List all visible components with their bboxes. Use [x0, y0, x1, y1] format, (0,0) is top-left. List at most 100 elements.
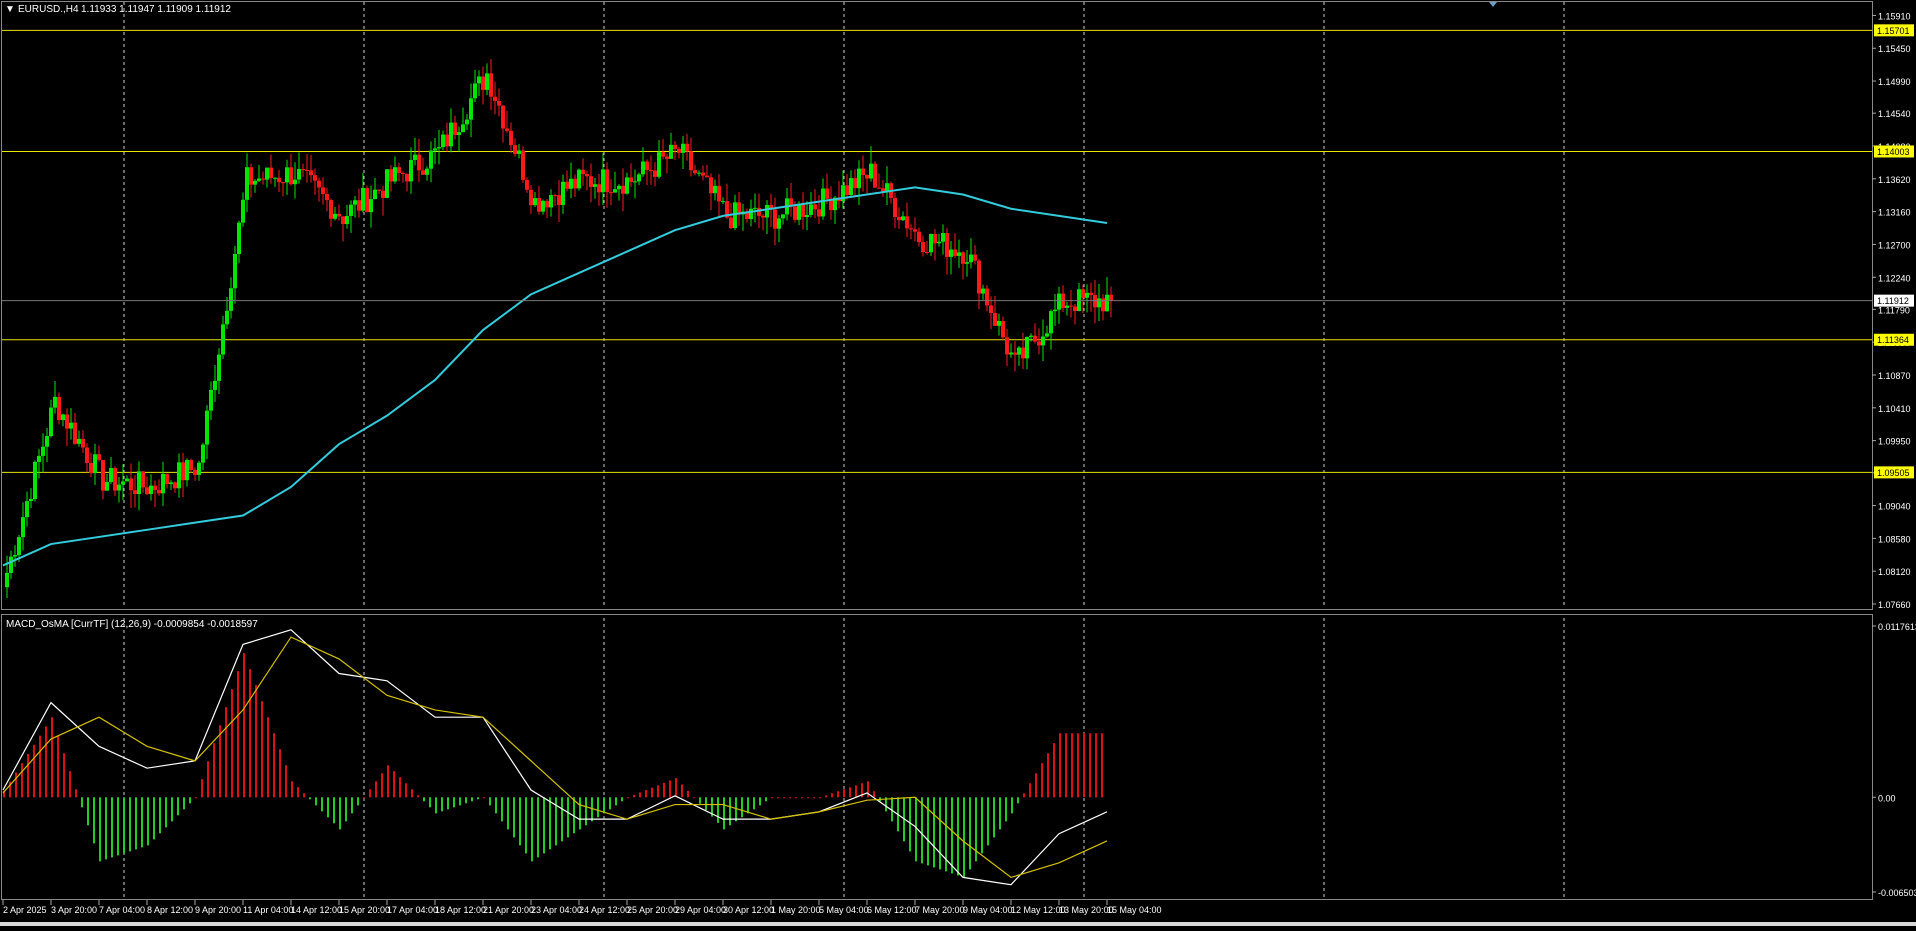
candle — [205, 405, 209, 460]
level-price-badge — [1874, 333, 1914, 346]
symbol-timeframe: EURUSD.,H4 — [18, 4, 79, 15]
candle — [73, 413, 77, 445]
candle — [677, 146, 681, 159]
histogram-bar — [825, 795, 827, 798]
price-tick-label: 1.12240 — [1878, 273, 1911, 283]
histogram-bar — [231, 689, 233, 798]
histogram-bar — [381, 773, 383, 798]
histogram-bar — [51, 717, 53, 798]
histogram-bar — [429, 797, 431, 808]
candle — [773, 197, 777, 246]
histogram-bar — [273, 733, 275, 798]
candle — [177, 453, 181, 498]
histogram-bar — [159, 797, 161, 834]
time-tick-label: 1 May 20:00 — [771, 905, 821, 915]
histogram-bar — [57, 735, 59, 798]
candle — [201, 442, 205, 471]
histogram-bar — [801, 797, 803, 799]
histogram-bar — [423, 797, 425, 802]
candle — [633, 169, 637, 199]
candle — [1081, 284, 1085, 314]
histogram-bar — [765, 797, 767, 802]
candle — [877, 173, 881, 189]
candle — [825, 173, 829, 205]
time-tick-label: 15 Apr 20:00 — [339, 905, 390, 915]
candle — [1109, 286, 1113, 318]
histogram-bar — [207, 761, 209, 798]
histogram-bar — [303, 793, 305, 798]
histogram-bar — [1011, 797, 1013, 814]
histogram-bar — [789, 797, 791, 799]
candle — [665, 154, 669, 174]
candle — [9, 550, 13, 579]
candle — [409, 147, 413, 194]
candle — [921, 235, 925, 257]
histogram-bar — [531, 797, 533, 862]
histogram-bar — [459, 797, 461, 806]
histogram-bar — [603, 797, 605, 814]
candle — [465, 113, 469, 130]
histogram-bar — [495, 797, 497, 814]
candle — [309, 154, 313, 183]
candle — [821, 178, 825, 220]
candle — [1089, 282, 1093, 312]
histogram-bar — [243, 653, 245, 798]
candle — [953, 233, 957, 258]
candle — [293, 162, 297, 199]
time-tick-label: 30 Apr 12:00 — [723, 905, 774, 915]
price-tick-label: 1.13620 — [1878, 175, 1911, 185]
chart-menu-arrow[interactable]: ▼ — [5, 4, 15, 15]
candle — [449, 108, 453, 153]
candle — [273, 177, 277, 187]
histogram-bar — [645, 790, 647, 798]
histogram-bar — [963, 797, 965, 878]
candle — [433, 138, 437, 165]
candle — [57, 392, 61, 425]
histogram-bar — [555, 797, 557, 846]
histogram-bar — [675, 778, 677, 798]
histogram-bar — [477, 797, 479, 800]
histogram-bar — [63, 753, 65, 798]
candle — [121, 464, 125, 501]
candle — [1037, 328, 1041, 355]
candle — [717, 174, 721, 217]
candle — [917, 227, 921, 247]
histogram-bar — [525, 797, 527, 854]
histogram-bar — [609, 797, 611, 810]
time-tick-label: 9 May 04:00 — [963, 905, 1013, 915]
candle — [1021, 332, 1025, 370]
time-tick-label: 5 May 04:00 — [819, 905, 869, 915]
histogram-bar — [549, 797, 551, 850]
histogram-bar — [1059, 733, 1061, 798]
chart-shift-marker-icon[interactable] — [1489, 2, 1497, 7]
histogram-bar — [1017, 797, 1019, 804]
candle — [857, 160, 861, 205]
histogram-bar — [69, 771, 71, 798]
macd-tick-label: 0.0117613 — [1878, 622, 1916, 632]
candle — [701, 165, 705, 181]
histogram-bar — [435, 797, 437, 814]
macd-tick-label: -0.006503 — [1878, 888, 1916, 898]
candle — [653, 162, 657, 187]
candle — [761, 214, 765, 231]
histogram-bar — [27, 754, 29, 798]
candle — [365, 185, 369, 213]
candle — [941, 224, 945, 255]
candle — [593, 177, 597, 199]
candle — [349, 200, 353, 233]
candle — [261, 171, 265, 185]
histogram-bar — [795, 797, 797, 799]
horizontal-levels[interactable] — [2, 29, 1872, 473]
histogram-bar — [861, 783, 863, 798]
histogram-bar — [561, 797, 563, 842]
histogram-bar — [105, 797, 107, 860]
histogram-bar — [507, 797, 509, 830]
candle — [537, 185, 541, 215]
time-tick-label: 21 Apr 20:00 — [483, 905, 534, 915]
horizontal-scrollbar[interactable] — [0, 922, 1916, 926]
candle — [241, 192, 245, 227]
price-tick-label: 1.09040 — [1878, 502, 1911, 512]
candle — [957, 239, 961, 268]
